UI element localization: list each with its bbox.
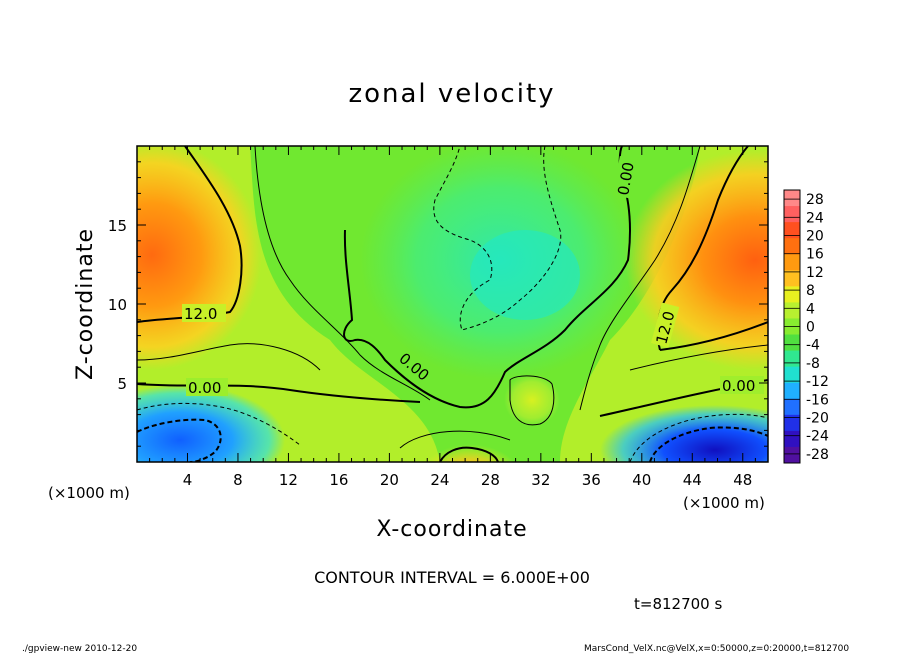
contour-label-1: 12.0: [184, 305, 217, 323]
y-tick-label: 15: [108, 217, 127, 235]
colorbar-label: 0: [806, 320, 815, 336]
x-axis-label: X-coordinate: [376, 517, 527, 542]
colorbar-label: -12: [806, 374, 829, 390]
colorbar-label: 28: [806, 192, 824, 208]
x-tick-label: 12: [279, 471, 298, 489]
colorbar-segment: [784, 238, 800, 255]
y-axis-label: Z-coordinate: [73, 228, 98, 380]
field-orange-left: [137, 146, 262, 370]
colorbar-label: 24: [806, 210, 824, 226]
colorbar-segment: [784, 254, 800, 271]
colorbar-segment: [784, 366, 800, 384]
y-tick-label: 5: [117, 375, 127, 393]
x-tick-label: 24: [430, 471, 449, 489]
colorbar: 28 24 20 16 12 8 4 0 -4 -8 -12 -16 -20 -24 -28: [783, 189, 829, 464]
x-ticks: 4 8 12 16 20 24 28 32 36 40 44 48: [149, 146, 756, 489]
colorbar-label: -8: [806, 356, 820, 372]
contour-6-left-top: [254, 146, 431, 401]
colorbar-segment: [784, 398, 800, 416]
field-center-cyan-core: [470, 230, 580, 320]
field-bottom-orange: [426, 438, 514, 462]
contour-neg12-left: [137, 418, 222, 462]
x-tick-label: 20: [380, 471, 399, 489]
x-tick-label: 8: [233, 471, 243, 489]
contour-label-5: 0.00: [614, 161, 638, 197]
colorbar-segment: [784, 430, 800, 448]
colorbar-label: -4: [806, 338, 820, 354]
colorbar-segment: [784, 334, 800, 352]
y-tick-label: 10: [108, 296, 127, 314]
contour-6-bottom-center: [399, 430, 511, 449]
footer-note-right: MarsCond_VelX.nc@VelX,x=0:50000,z=0:2000…: [584, 644, 849, 654]
colorbar-segment: [784, 222, 800, 239]
x-tick-label: 28: [481, 471, 500, 489]
contour-0-left-low: [137, 383, 421, 403]
contour-12-right-lower: [659, 321, 768, 351]
x-tick-label: 40: [632, 471, 651, 489]
contour-label-6: 0.00: [722, 377, 755, 395]
colorbar-label: -20: [806, 411, 829, 427]
colorbar-segment: [784, 302, 800, 319]
contour-interval: CONTOUR INTERVAL = 6.000E+00: [314, 568, 590, 587]
y-ticks: 5 10 15: [108, 161, 768, 447]
colorbar-segment: [784, 190, 800, 207]
colorbar-label: 16: [806, 247, 824, 263]
colorbar-segment: [784, 270, 800, 287]
colorbar-label: -28: [806, 447, 829, 463]
contour-neg6-center: [433, 146, 562, 331]
time-label: t=812700 s: [634, 595, 722, 613]
x-unit-right: (×1000 m): [683, 494, 765, 512]
colorbar-segment: [784, 286, 800, 303]
contour-0-center: [343, 146, 631, 409]
x-tick-label: 36: [582, 471, 601, 489]
contour-neg6-left-top: [137, 402, 301, 446]
colorbar-segment: [784, 206, 800, 223]
x-tick-label: 32: [531, 471, 550, 489]
plot-area: 12.0 12.0 0.00 0.00 0.00 0.00: [137, 146, 768, 462]
field-blue-left: [137, 385, 285, 462]
colorbar-label: -16: [806, 392, 829, 408]
colorbar-label: 20: [806, 229, 824, 245]
contour-0-bottom-center: [439, 446, 499, 462]
colorbar-segment: [784, 382, 800, 400]
contour-label-3: 0.00: [188, 379, 221, 397]
colorbar-label: 4: [806, 301, 815, 317]
contour-6-blob: [509, 375, 555, 426]
colorbar-label: 12: [806, 265, 824, 281]
field-yellow-blob: [504, 374, 560, 426]
x-tick-label: 44: [683, 471, 702, 489]
contour-neg6-right: [629, 413, 768, 462]
x-tick-label: 16: [329, 471, 348, 489]
colorbar-label: 8: [806, 283, 815, 299]
contour-6-left-mid: [137, 343, 321, 371]
x-unit-left: (×1000 m): [48, 484, 130, 502]
x-tick-label: 48: [733, 471, 752, 489]
contour-6-right-mid: [629, 344, 768, 371]
colorbar-segment: [784, 350, 800, 368]
contour-6-right-top: [579, 146, 701, 411]
colorbar-segment: [784, 414, 800, 432]
field-blue-right: [600, 405, 768, 462]
x-tick-label: 4: [183, 471, 193, 489]
contour-neg-right: [649, 426, 768, 462]
colorbar-label: -24: [806, 429, 829, 445]
chart-title: zonal velocity: [348, 79, 555, 109]
footer-note-left: ./gpview-new 2010-12-20: [22, 644, 137, 654]
colorbar-segment: [784, 446, 800, 464]
